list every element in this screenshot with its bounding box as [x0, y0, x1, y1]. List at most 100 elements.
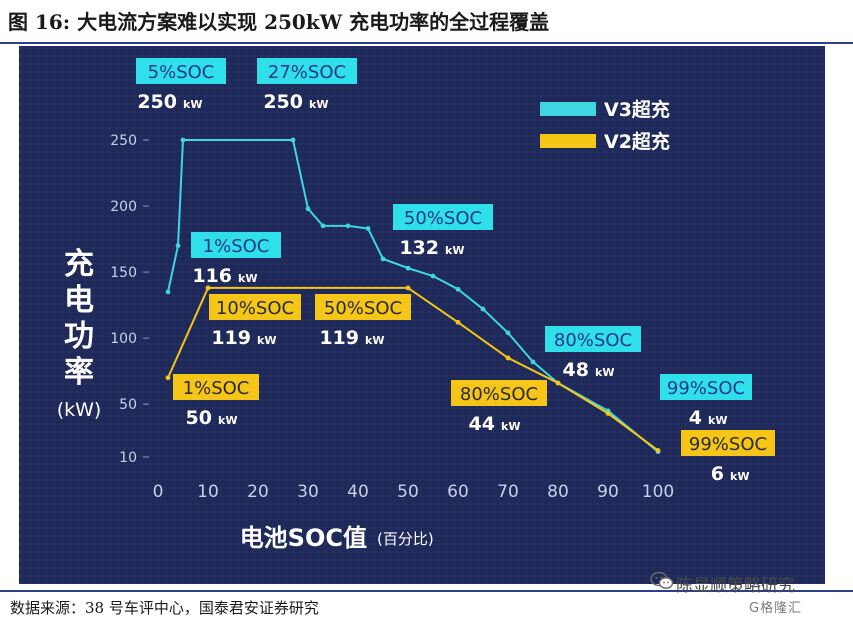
x-tick-label: 0: [153, 482, 164, 502]
series-line: [167, 139, 659, 453]
data-point: [555, 380, 561, 386]
data-point: [165, 289, 171, 295]
annotation-power: 132: [399, 237, 439, 259]
wechat-icon: [650, 571, 674, 589]
annotation-power: 44: [469, 413, 495, 435]
annotation-soc: 80%SOC: [460, 384, 538, 405]
y-axis-unit: (kW): [57, 399, 102, 421]
data-point: [455, 286, 461, 292]
annotation-unit: kW: [365, 334, 384, 347]
y-axis-label-char: 功: [64, 319, 94, 354]
data-point: [430, 273, 436, 279]
legend-swatch: [540, 134, 596, 148]
data-point: [505, 355, 511, 361]
watermark-text: 陈显顺策略研究: [676, 576, 795, 596]
y-tick-label: 50: [119, 397, 137, 413]
annotation-soc: 27%SOC: [268, 62, 346, 83]
data-point: [605, 411, 611, 416]
data-point: [530, 359, 536, 365]
x-tick-label: 20: [247, 482, 269, 502]
x-tick-label: 60: [447, 482, 469, 502]
legend-swatch: [540, 102, 596, 116]
chart-panel: 5%SOC 250 kW 27%SOC 250 kW 1%SOC 116 kW 50%SOC 132…: [19, 46, 825, 584]
y-tick-label: 150: [110, 265, 137, 281]
annotation-power: 250: [263, 91, 303, 113]
annotation-box: [191, 232, 281, 258]
annotation-box: [451, 380, 547, 406]
annotation-power: 119: [211, 327, 251, 349]
data-point: [305, 206, 311, 212]
annotation-soc: 1%SOC: [203, 236, 270, 257]
data-point: [165, 375, 171, 381]
data-point: [655, 447, 661, 453]
y-tick-label: 10: [119, 450, 137, 466]
x-tick-label: 70: [497, 482, 519, 502]
x-axis-label-sub: (百分比): [377, 530, 434, 548]
x-tick-label: 10: [197, 482, 219, 502]
x-axis-label: 电池SOC值: [240, 524, 367, 552]
charging-power-chart: 5%SOC 250 kW 27%SOC 250 kW 1%SOC 116 kW 50%SOC 132…: [19, 46, 825, 584]
series-line: [167, 286, 659, 452]
annotation-power: 119: [319, 327, 359, 349]
x-tick-label: 80: [547, 482, 569, 502]
watermark-brand: G格隆汇: [749, 601, 803, 616]
annotation-box: [209, 294, 301, 320]
annotation-unit: kW: [445, 244, 464, 257]
x-tick-label: 30: [297, 482, 319, 502]
y-tick-label: 250: [110, 133, 137, 149]
annotation-box: [257, 58, 357, 84]
annotation-soc: 80%SOC: [554, 330, 632, 351]
data-point: [405, 285, 411, 291]
data-point: [405, 265, 411, 271]
annotation-power: 50: [186, 407, 212, 429]
x-tick-label: 40: [347, 482, 369, 502]
annotation-unit: kW: [257, 334, 276, 347]
annotation-unit: kW: [309, 98, 328, 111]
annotation-soc: 99%SOC: [667, 378, 745, 399]
data-point: [205, 285, 211, 291]
annotation-unit: kW: [183, 98, 202, 111]
x-tick-label: 100: [642, 482, 674, 502]
annotation-soc: 50%SOC: [324, 298, 402, 319]
y-tick-label: 100: [110, 331, 137, 347]
annotation-power: 250: [137, 91, 177, 113]
annotation-unit: kW: [238, 272, 257, 285]
annotation-box: [681, 430, 775, 456]
annotation-soc: 1%SOC: [183, 378, 250, 399]
annotation-power: 6: [711, 463, 724, 485]
data-point: [365, 226, 371, 231]
y-axis-label-char: 率: [64, 355, 94, 390]
source-note: 数据来源：38 号车评中心，国泰君安证券研究: [10, 599, 319, 617]
x-tick-label: 50: [397, 482, 419, 502]
data-point: [380, 256, 386, 262]
data-point: [505, 330, 511, 336]
annotation-soc: 10%SOC: [216, 298, 294, 319]
data-point: [290, 137, 296, 143]
x-tick-label: 90: [597, 482, 619, 502]
legend-label: V3超充: [604, 98, 670, 121]
legend-label: V2超充: [604, 130, 670, 153]
annotation-unit: kW: [708, 414, 727, 427]
annotation-soc: 50%SOC: [404, 208, 482, 229]
annotation-unit: kW: [595, 366, 614, 379]
data-point: [175, 243, 181, 249]
annotation-box: [393, 204, 493, 230]
annotation-power: 48: [563, 359, 589, 381]
annotation-soc: 5%SOC: [148, 62, 215, 83]
y-axis-label-char: 电: [64, 283, 94, 318]
bottom-rule: [0, 590, 853, 592]
annotation-unit: kW: [218, 414, 237, 427]
y-axis-label-char: 充: [64, 247, 94, 282]
figure-title: 图 16: 大电流方案难以实现 250kW 充电功率的全过程覆盖: [8, 10, 550, 34]
annotation-unit: kW: [730, 470, 749, 483]
annotation-box: [315, 294, 411, 320]
data-point: [480, 306, 486, 312]
data-point: [345, 223, 351, 229]
data-point: [320, 223, 326, 229]
annotation-power: 4: [689, 407, 702, 429]
annotation-soc: 99%SOC: [689, 434, 767, 455]
annotation-unit: kW: [501, 420, 520, 433]
data-point: [180, 137, 186, 143]
data-point: [455, 319, 461, 325]
annotation-box: [545, 326, 641, 352]
